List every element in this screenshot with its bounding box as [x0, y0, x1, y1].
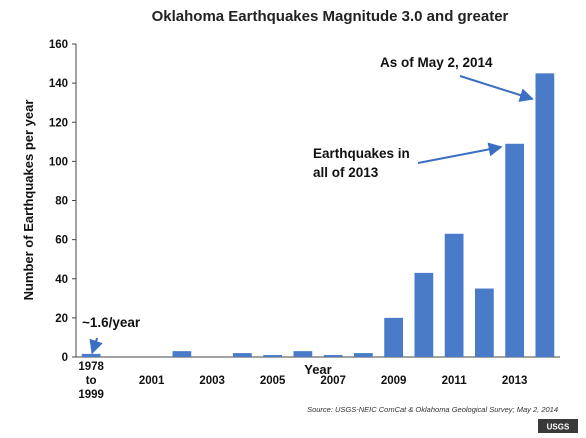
bar: [323, 355, 343, 357]
watermark-badge: [538, 419, 578, 433]
y-tick-label: 140: [49, 78, 68, 90]
annotation-arrow: [417, 142, 503, 164]
x-axis-title: Year: [304, 362, 331, 377]
y-tick-label: 80: [55, 196, 68, 208]
annotation-arrow: [89, 337, 103, 355]
bar: [293, 351, 313, 357]
x-tick-label: 2003: [199, 375, 225, 387]
watermark-logo: USGS: [547, 423, 570, 432]
source-note: Source: USGS-NEIC ComCat & Oklahoma Geol…: [307, 405, 558, 414]
y-tick-label: 100: [49, 156, 68, 168]
y-tick-label: 60: [55, 235, 68, 247]
bar: [232, 353, 252, 357]
annotation-pre-rate: ~1.6/year: [82, 315, 141, 330]
x-tick-label: 2005: [260, 375, 286, 387]
x-tick-label: 2001: [139, 375, 165, 387]
x-tick-label: 1978 to 1999: [78, 361, 104, 401]
annotation-total-2013: Earthquakes in all of 2013: [313, 146, 410, 180]
y-axis-title: Number of Earthquakes per year: [21, 100, 36, 301]
bar: [172, 351, 192, 357]
annotation-as-of-2014: As of May 2, 2014: [380, 55, 493, 70]
bar: [263, 355, 283, 357]
bar: [353, 353, 373, 357]
x-tick-label: 2013: [502, 375, 528, 387]
chart-title: Oklahoma Earthquakes Magnitude 3.0 and g…: [152, 8, 509, 25]
y-tick-label: 120: [49, 117, 68, 129]
bar: [535, 73, 555, 357]
plot-area: 0 20 40 60 80 100 120 140 160 1978 to 1999 2001 2003 2…: [49, 39, 560, 401]
bar: [474, 288, 494, 357]
y-tick-label: 20: [55, 313, 68, 325]
annotation-arrow: [459, 75, 534, 102]
bar: [384, 317, 404, 357]
y-tick-label: 0: [62, 352, 68, 364]
bar: [444, 233, 464, 357]
x-tick-label: 2007: [320, 375, 346, 387]
y-tick-label: 40: [55, 274, 68, 286]
bar: [414, 272, 434, 357]
x-tick-label: 2011: [442, 375, 468, 387]
y-tick-label: 160: [49, 39, 68, 51]
bar: [81, 353, 101, 357]
bar: [505, 143, 525, 357]
x-tick-label: 2009: [381, 375, 407, 387]
